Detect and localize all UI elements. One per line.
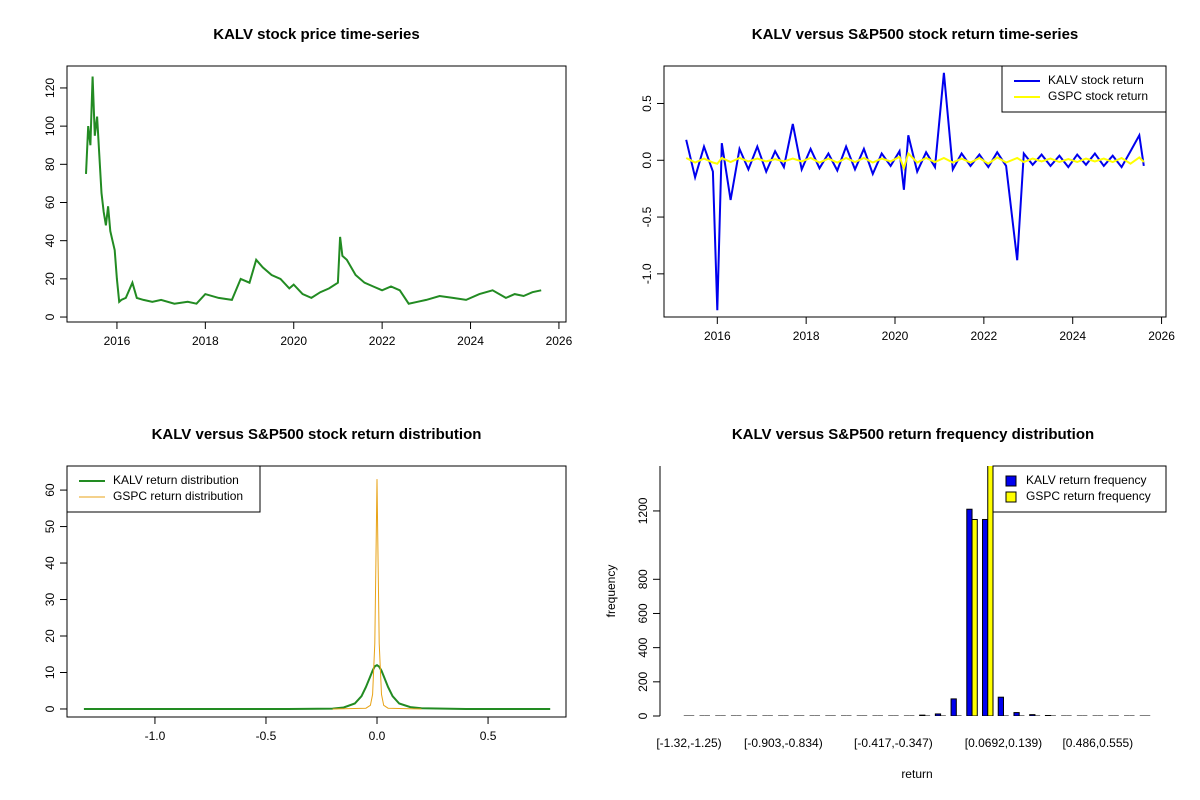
- legend-swatch: [1005, 491, 1017, 503]
- bar: [1029, 714, 1036, 716]
- bar: [987, 466, 994, 716]
- x-tick-label: [-0.903,-0.834): [744, 736, 823, 750]
- x-tick-label: 0.0: [369, 729, 386, 743]
- y-tick-label: 80: [43, 157, 57, 171]
- y-tick-label: 400: [636, 637, 650, 657]
- plot-frame: [66, 65, 567, 323]
- y-tick-label: 0.0: [640, 152, 654, 169]
- series-line: [332, 479, 422, 710]
- legend-label: GSPC stock return: [1048, 89, 1148, 103]
- y-tick-label: 0: [43, 313, 57, 320]
- bar: [971, 518, 978, 716]
- legend-box: [992, 465, 1167, 513]
- x-tick-label: 2022: [369, 334, 396, 348]
- bar: [934, 713, 942, 716]
- legend-label: KALV return distribution: [113, 473, 239, 487]
- y-tick-label: 600: [636, 603, 650, 623]
- chart-title: KALV versus S&P500 stock return time-ser…: [752, 26, 1079, 43]
- x-tick-label: 2020: [882, 329, 909, 343]
- x-tick-label: [-1.32,-1.25): [656, 736, 721, 750]
- series-line: [83, 664, 551, 710]
- x-tick-label: [-0.417,-0.347): [854, 736, 933, 750]
- legend-label: GSPC return distribution: [113, 489, 243, 503]
- y-tick-label: 50: [43, 520, 57, 534]
- plot-area: [83, 479, 551, 710]
- y-tick-label: 0: [636, 712, 650, 719]
- y-tick-label: 30: [43, 593, 57, 607]
- legend-label: KALV return frequency: [1026, 473, 1147, 487]
- x-tick-label: [0.0692,0.139): [965, 736, 1042, 750]
- x-tick-label: 2018: [192, 334, 219, 348]
- x-tick-label: -1.0: [145, 729, 166, 743]
- chart-title: KALV versus S&P500 return frequency dist…: [732, 426, 1094, 443]
- y-tick-label: 20: [43, 629, 57, 643]
- bar: [997, 696, 1004, 716]
- plot-area: [85, 76, 542, 305]
- x-tick-label: 2026: [1148, 329, 1175, 343]
- y-tick-label: 120: [43, 78, 57, 98]
- legend-box: [66, 465, 261, 513]
- x-tick-label: 0.5: [480, 729, 497, 743]
- y-tick-label: 40: [43, 234, 57, 248]
- plot-frame: [663, 65, 1167, 318]
- y-tick-label: 100: [43, 116, 57, 136]
- x-tick-label: 2024: [1059, 329, 1086, 343]
- legend-swatch: [1005, 475, 1017, 487]
- bar: [1044, 714, 1052, 716]
- legend-label: GSPC return frequency: [1026, 489, 1151, 503]
- bar: [982, 518, 989, 716]
- x-tick-label: 2024: [457, 334, 484, 348]
- x-axis-label: return: [901, 767, 932, 781]
- chart-title: KALV versus S&P500 stock return distribu…: [152, 426, 482, 443]
- y-tick-label: 60: [43, 196, 57, 210]
- x-tick-label: 2020: [280, 334, 307, 348]
- y-tick-label: 60: [43, 483, 57, 497]
- bar: [966, 508, 973, 716]
- y-axis-label: frequency: [604, 565, 618, 618]
- y-tick-label: -1.0: [640, 263, 654, 284]
- legend-box: [1001, 65, 1167, 113]
- y-tick-label: 0.5: [640, 95, 654, 112]
- bar: [1013, 712, 1020, 716]
- y-tick-label: 800: [636, 569, 650, 589]
- legend-label: KALV stock return: [1048, 73, 1144, 87]
- x-tick-label: 2026: [546, 334, 573, 348]
- plot-area: [683, 466, 1151, 716]
- bar: [950, 698, 957, 716]
- y-tick-label: 1200: [636, 497, 650, 524]
- x-tick-label: 2016: [104, 334, 131, 348]
- series-line: [685, 151, 1145, 172]
- bar: [919, 714, 926, 716]
- y-tick-label: 200: [636, 671, 650, 691]
- y-tick-label: 0: [43, 705, 57, 712]
- series-line: [685, 72, 1145, 311]
- chart-title: KALV stock price time-series: [213, 26, 419, 43]
- y-tick-label: 20: [43, 272, 57, 286]
- series-line: [85, 76, 542, 305]
- x-tick-label: 2022: [971, 329, 998, 343]
- plot-area: [685, 72, 1145, 311]
- plot-frame: [66, 465, 567, 718]
- x-tick-label: -0.5: [256, 729, 277, 743]
- y-tick-label: 40: [43, 556, 57, 570]
- x-tick-label: 2018: [793, 329, 820, 343]
- y-tick-label: 10: [43, 665, 57, 679]
- x-tick-label: 2016: [704, 329, 731, 343]
- x-tick-label: [0.486,0.555): [1062, 736, 1133, 750]
- y-tick-label: -0.5: [640, 206, 654, 227]
